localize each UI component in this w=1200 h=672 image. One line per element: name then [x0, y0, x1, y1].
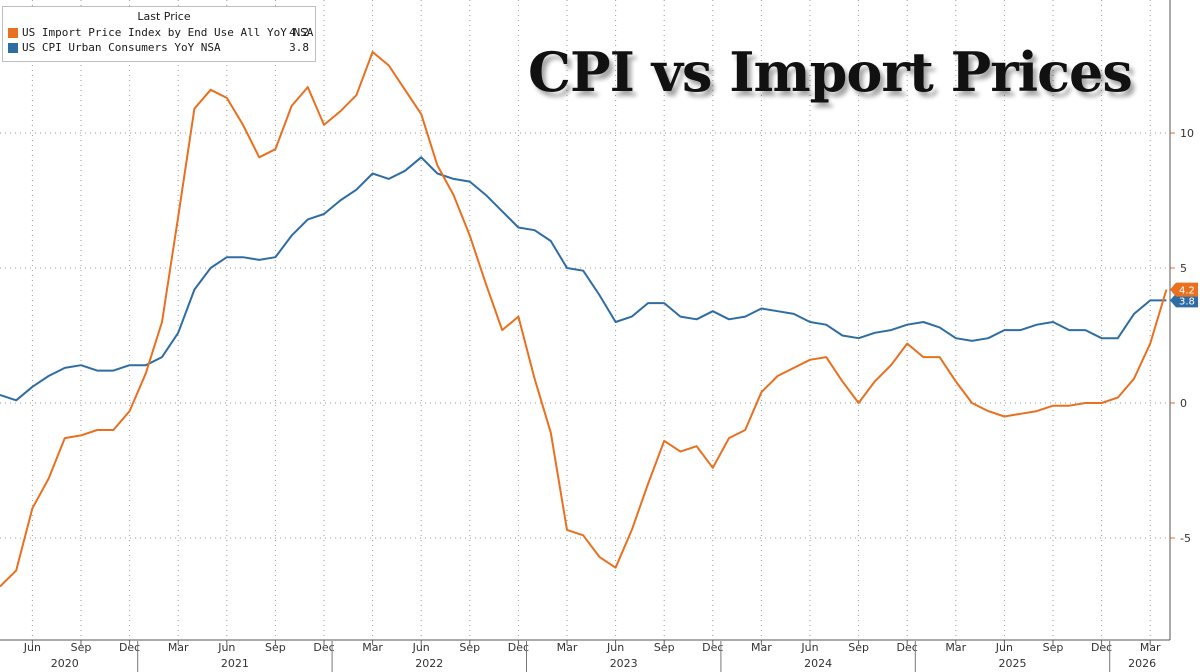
x-tick-label: Mar — [168, 641, 189, 654]
legend-header: Last Price — [137, 10, 191, 23]
x-year-label: 2020 — [51, 657, 79, 670]
x-year-label: 2025 — [999, 657, 1027, 670]
x-tick-label: Jun — [412, 641, 430, 654]
x-tick-label: Dec — [313, 641, 334, 654]
y-tick-label: 5 — [1180, 262, 1187, 275]
series-line-import-prices — [0, 51, 1168, 588]
x-tick-label: Sep — [1043, 641, 1064, 654]
x-tick-label: Mar — [557, 641, 578, 654]
x-tick-label: Jun — [23, 641, 41, 654]
gridlines — [0, 0, 1170, 640]
x-tick-label: Jun — [606, 641, 624, 654]
legend-swatch-import-prices — [8, 28, 18, 38]
last-value-markers: 3.84.2 — [1170, 282, 1198, 308]
legend-swatch-cpi — [8, 43, 18, 53]
x-tick-label: Dec — [1091, 641, 1112, 654]
last-value-tag — [1170, 293, 1198, 308]
x-tick-label: Sep — [265, 641, 286, 654]
x-tick-label: Sep — [654, 641, 675, 654]
legend-label-cpi: US CPI Urban Consumers YoY NSA — [22, 41, 221, 54]
x-tick-label: Mar — [362, 641, 383, 654]
y-tick-label: -5 — [1180, 532, 1191, 545]
x-tick-label: Sep — [848, 641, 869, 654]
x-tick-label: Sep — [71, 641, 92, 654]
legend-label-import-prices: US Import Price Index by End Use All YoY… — [22, 26, 314, 39]
x-year-label: 2022 — [415, 657, 443, 670]
x-tick-label: Mar — [751, 641, 772, 654]
legend: Last Price US Import Price Index by End … — [2, 6, 316, 62]
last-value-label: 4.2 — [1179, 286, 1195, 297]
legend-value-cpi: 3.8 — [289, 41, 309, 54]
series-lines — [0, 51, 1168, 588]
x-tick-label: Dec — [508, 641, 529, 654]
x-year-label: 2024 — [804, 657, 832, 670]
x-tick-label: Jun — [995, 641, 1013, 654]
legend-value-import-prices: 4.2 — [289, 26, 309, 39]
legend-entry-import-prices[interactable]: US Import Price Index by End Use All YoY… — [8, 26, 313, 40]
last-value-tag — [1170, 282, 1198, 297]
y-tick-label: 10 — [1180, 127, 1194, 140]
x-tick-label: Dec — [702, 641, 723, 654]
x-tick-label: Mar — [945, 641, 966, 654]
x-year-label: 2026 — [1128, 657, 1156, 670]
x-year-label: 2021 — [221, 657, 249, 670]
x-tick-label: Dec — [897, 641, 918, 654]
x-tick-label: Jun — [217, 641, 235, 654]
last-value-marker-cpi: 3.8 — [1170, 293, 1198, 308]
series-line-cpi — [0, 156, 1167, 402]
x-tick-label: Jun — [800, 641, 818, 654]
last-value-marker-import-prices: 4.2 — [1170, 282, 1198, 297]
x-tick-label: Sep — [459, 641, 480, 654]
last-value-label: 3.8 — [1179, 296, 1195, 307]
legend-entry-cpi[interactable]: US CPI Urban Consumers YoY NSA 3.8 — [8, 41, 309, 55]
x-tick-label: Mar — [1140, 641, 1161, 654]
x-year-label: 2023 — [610, 657, 638, 670]
x-tick-label: Dec — [119, 641, 140, 654]
y-tick-label: 0 — [1180, 397, 1187, 410]
chart-title: CPI vs Import Prices — [528, 40, 1133, 104]
